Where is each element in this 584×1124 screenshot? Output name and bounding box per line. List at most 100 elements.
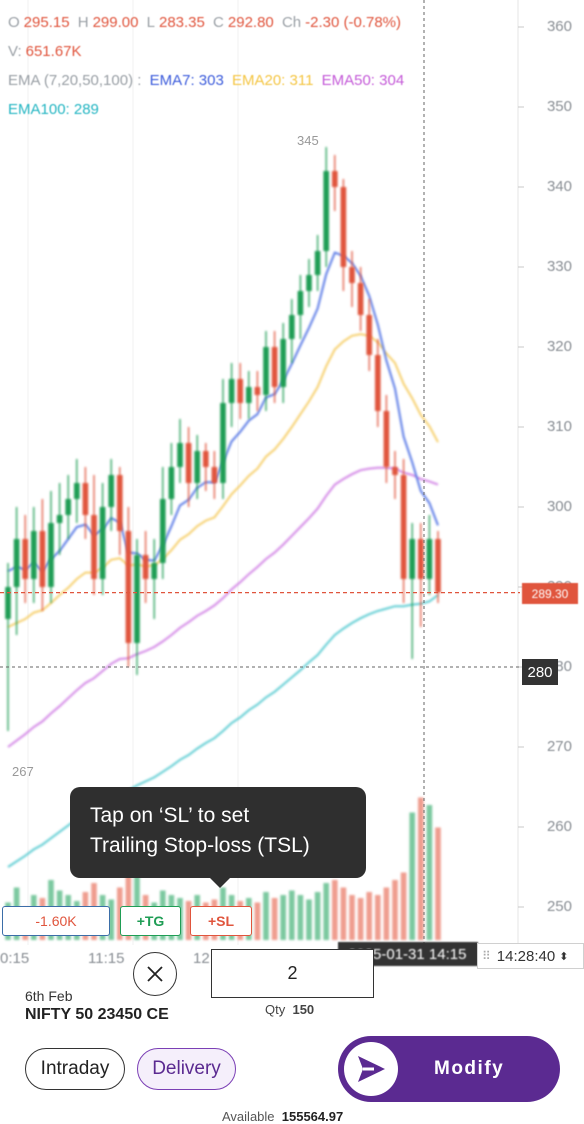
volume-bar — [400, 872, 407, 940]
current-price-tag: 289.30 — [522, 583, 578, 604]
volume-bar — [271, 898, 278, 940]
ema50-line — [7, 466, 439, 748]
high-value: 299.00 — [92, 14, 139, 31]
candle-body — [31, 531, 37, 579]
ema100-value: EMA100: 289 — [8, 101, 99, 118]
y-tick-label: 340 — [546, 178, 572, 195]
candle-body — [409, 539, 415, 579]
stoploss-button[interactable]: +SL — [190, 906, 252, 936]
candle-body — [314, 251, 321, 275]
candle-body — [383, 411, 390, 467]
y-tick-label: 300 — [546, 498, 572, 515]
volume-bar — [375, 895, 381, 940]
candle-body — [297, 291, 304, 315]
candle-body — [400, 475, 407, 579]
y-tick-label: 270 — [546, 738, 572, 755]
candle-body — [151, 563, 157, 579]
modify-button[interactable]: Modify — [338, 1036, 560, 1102]
candle-body — [289, 315, 295, 339]
candle-body — [168, 467, 175, 499]
ema100-row: EMA100: 289 — [8, 101, 103, 118]
time-picker[interactable]: ⠿ 14:28:40 ⬍ — [477, 943, 584, 969]
modify-label: Modify — [434, 1058, 505, 1079]
available-balance: Available 155564.97 — [222, 1109, 344, 1124]
candle-body — [194, 451, 200, 483]
volume-bar — [323, 883, 329, 940]
drag-handle-icon[interactable]: ⠿ — [482, 949, 491, 963]
candle-body — [323, 171, 329, 251]
candle-body — [203, 451, 209, 467]
candle-body — [160, 499, 166, 563]
close-value: 292.80 — [227, 14, 274, 31]
candles — [5, 147, 441, 731]
pnl-chip[interactable]: -1.60K — [2, 906, 110, 936]
candle-body — [65, 499, 71, 515]
volume-bar — [125, 857, 132, 940]
candle-body — [82, 483, 89, 515]
volume-bar — [366, 892, 372, 940]
candle-body — [177, 443, 183, 467]
y-tick-label: 260 — [546, 818, 572, 835]
ema7-value: EMA7: 303 — [149, 72, 224, 89]
crosshair-price-tag: 280 — [522, 659, 558, 685]
candle-body — [142, 555, 149, 579]
candle-body — [426, 539, 433, 579]
candle-body — [332, 171, 338, 187]
candle-body — [271, 347, 278, 387]
volume-bar — [340, 887, 347, 940]
volume-bar — [314, 892, 321, 940]
candle-body — [280, 339, 286, 387]
volume-bar — [306, 899, 312, 940]
candle-body — [13, 539, 20, 587]
candle-body — [99, 507, 106, 579]
candle-body — [125, 531, 132, 643]
candle-body — [117, 475, 123, 531]
ema-row: EMA (7,20,50,100) : EMA7: 303 EMA20: 311… — [8, 72, 408, 89]
target-button[interactable]: +TG — [120, 906, 181, 936]
volume-bar — [297, 895, 304, 940]
ema-lines — [7, 251, 439, 868]
volume-bar — [332, 880, 338, 940]
peak-label: 345 — [297, 133, 319, 148]
candle-body — [74, 483, 80, 499]
candle-body — [237, 379, 243, 403]
candle-body — [254, 387, 261, 395]
close-button[interactable] — [133, 952, 177, 996]
volume-bar — [263, 892, 269, 940]
candle-body — [366, 315, 372, 355]
volume-row: V: 651.67K — [8, 43, 82, 60]
volume-bar — [435, 827, 441, 940]
change-value: -2.30 (-0.78%) — [305, 14, 402, 31]
ema-label: EMA (7,20,50,100) : — [8, 72, 142, 89]
volume-bar — [108, 899, 114, 940]
volume-bar — [409, 812, 415, 940]
intraday-toggle[interactable]: Intraday — [25, 1048, 125, 1090]
ema50-value: EMA50: 304 — [321, 72, 405, 89]
candle-body — [134, 555, 140, 643]
delivery-toggle[interactable]: Delivery — [137, 1048, 236, 1090]
volume-bar — [185, 901, 192, 940]
y-tick-label: 360 — [546, 18, 572, 35]
candle-body — [392, 467, 398, 475]
open-value: 295.15 — [23, 14, 70, 31]
volume-bar — [383, 887, 390, 940]
candle-body — [263, 347, 269, 395]
y-tick-label: 310 — [546, 418, 572, 435]
candle-body — [340, 187, 347, 267]
candle-body — [418, 539, 424, 579]
tooltip-line: Tap on ‘SL’ to set — [90, 804, 250, 827]
candle-body — [228, 379, 235, 403]
send-icon — [344, 1042, 398, 1096]
candle-body — [91, 515, 97, 579]
expiry-date: 6th Feb — [25, 988, 73, 1004]
candle-body — [246, 387, 252, 403]
ohlc-row: O 295.15 H 299.00 L 283.35 C 292.80 Ch -2.30 … — [8, 14, 402, 31]
volume-value: 651.67K — [25, 43, 82, 60]
tsl-tooltip[interactable]: Tap on ‘SL’ to set Trailing Stop-loss (T… — [70, 787, 366, 888]
instrument-name: NIFTY 50 23450 CE — [25, 1006, 169, 1023]
volume-bar — [280, 895, 286, 940]
candle-body — [108, 475, 114, 507]
volume-bar — [426, 805, 433, 940]
close-icon — [147, 966, 163, 982]
quantity-input[interactable]: 2 — [211, 949, 374, 998]
